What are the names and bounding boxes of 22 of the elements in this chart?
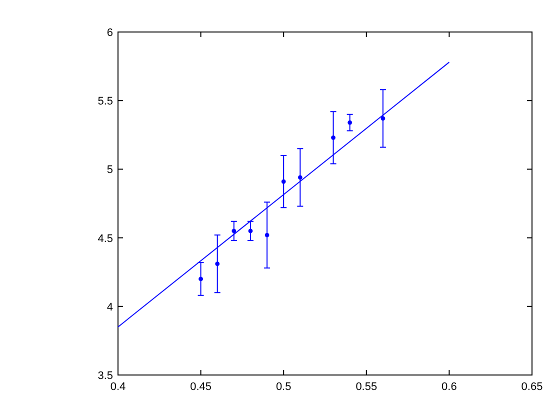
y-tick-label: 3.5 xyxy=(98,370,113,382)
point xyxy=(281,179,286,184)
y-tick-label: 5 xyxy=(106,164,113,176)
point xyxy=(380,116,386,121)
y-tick-label: 4.5 xyxy=(98,232,113,245)
x-tick-label: 0.65 xyxy=(521,381,543,393)
point xyxy=(198,276,203,282)
y-tick-label: 4 xyxy=(106,301,113,314)
point xyxy=(232,228,236,234)
x-tick-label: 0.55 xyxy=(356,381,378,393)
x-tick-label: 0.6 xyxy=(442,381,457,393)
point xyxy=(248,228,253,234)
y-tick-label: 5.5 xyxy=(98,96,113,108)
y-tick-label: 6 xyxy=(106,27,113,39)
x-tick-label: 0.5 xyxy=(276,381,292,393)
x-tick-label: 0.45 xyxy=(190,381,212,393)
x-tick-label: 0.4 xyxy=(110,381,126,393)
point xyxy=(264,232,270,238)
point xyxy=(298,175,302,180)
point xyxy=(331,135,336,140)
point xyxy=(348,120,352,125)
point xyxy=(215,262,220,266)
